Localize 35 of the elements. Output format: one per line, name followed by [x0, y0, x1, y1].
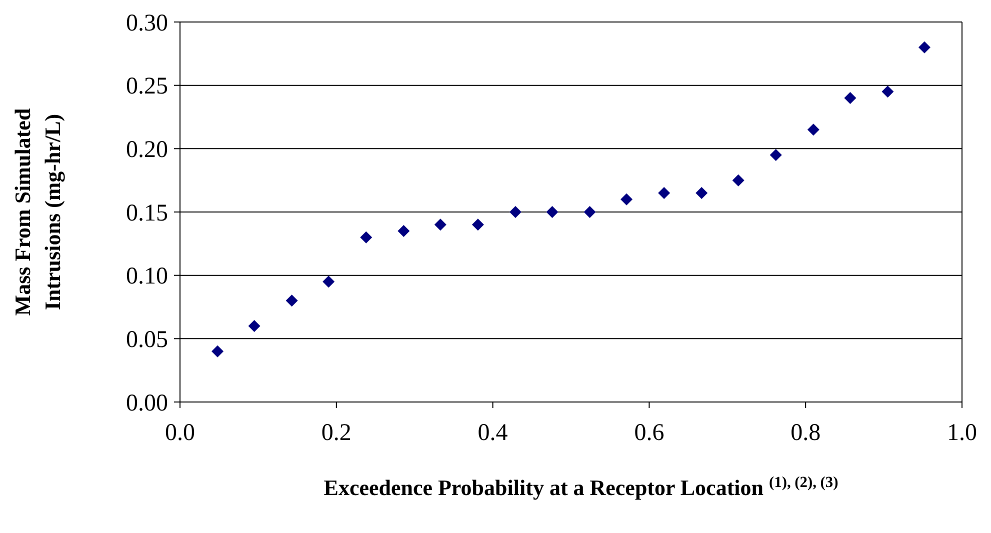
x-tick-label: 0.8: [790, 420, 821, 446]
y-tick-label: 0.00: [126, 390, 168, 416]
x-tick-label: 0.6: [634, 420, 664, 446]
point: [546, 206, 558, 218]
point: [472, 218, 484, 231]
y-axis-title: Mass From Simulated Intrusions (mg-hr/L): [10, 108, 65, 316]
point: [918, 41, 930, 54]
y-tick-label: 0.20: [126, 137, 168, 164]
point: [807, 124, 820, 136]
point: [212, 345, 224, 358]
x-axis-title: Exceedence Probability at a Receptor Location $^{(1), (2), (3)}$: [324, 474, 838, 500]
point: [882, 86, 894, 98]
point: [770, 149, 782, 161]
x-tick-label: 1.0: [947, 420, 977, 446]
y-tick-label: 0.10: [126, 264, 168, 290]
x-tick-label: 0.2: [321, 420, 352, 446]
point: [620, 193, 633, 206]
point: [360, 231, 372, 244]
x-tick-label: 0.0: [165, 420, 195, 446]
point: [322, 276, 335, 288]
point: [732, 174, 744, 186]
y-tick-label: 0.15: [126, 200, 168, 226]
point: [248, 320, 260, 332]
y-tick-label: 0.30: [126, 10, 168, 36]
point: [434, 218, 446, 231]
point: [286, 294, 298, 307]
point: [398, 225, 410, 237]
x-tick-label: 0.4: [478, 420, 508, 446]
y-tick-label: 0.25: [126, 74, 168, 100]
point: [584, 206, 596, 218]
point: [844, 92, 856, 104]
point: [658, 187, 670, 199]
point: [509, 206, 522, 218]
y-tick-label: 0.05: [126, 327, 168, 354]
point: [696, 187, 708, 199]
